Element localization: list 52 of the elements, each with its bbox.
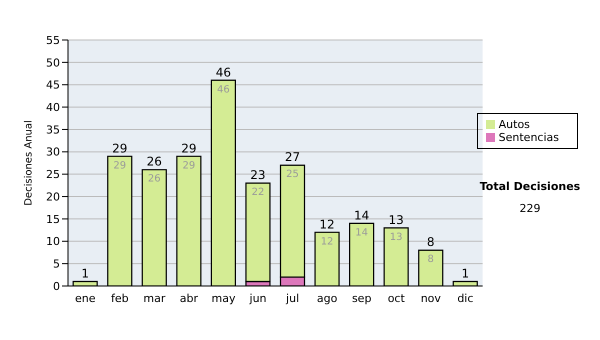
y-tick-label: 5 <box>53 258 60 271</box>
y-tick-label: 35 <box>46 123 60 136</box>
x-tick-label: ago <box>316 292 338 305</box>
y-tick-label: 50 <box>46 56 60 70</box>
x-tick-label: oct <box>388 292 406 305</box>
text: 229 <box>518 202 542 215</box>
legend-label: Sentencias <box>498 131 559 144</box>
x-tick-label: jun <box>248 292 267 305</box>
x-tick-label: may <box>212 292 236 305</box>
x-tick-label: dic <box>457 292 474 305</box>
data-label: 46 <box>217 84 230 96</box>
y-axis-title: Decisiones Anual <box>24 120 35 206</box>
y-tick-label: 20 <box>46 190 60 204</box>
x-tick-label: nov <box>420 292 442 305</box>
total-label: 29 <box>112 141 128 156</box>
annotation: Total Decisiones <box>478 180 582 193</box>
total-label: 13 <box>388 212 404 227</box>
y-tick-label: 25 <box>46 168 60 182</box>
total-label: 8 <box>426 235 435 250</box>
y-tick-label: 10 <box>46 235 60 248</box>
data-label: 29 <box>113 160 126 172</box>
x-tick-label: feb <box>111 292 129 305</box>
legend-label: Autos <box>498 118 530 131</box>
total-label: 12 <box>319 217 335 232</box>
total-label: 1 <box>461 266 470 281</box>
total-label: 27 <box>284 150 300 164</box>
data-label: 12 <box>320 236 334 248</box>
x-tick-label: ene <box>75 292 96 305</box>
bar <box>245 182 271 282</box>
x-tick-label: jul <box>285 292 300 305</box>
x-tick-label: abr <box>180 292 199 305</box>
data-label: 13 <box>390 232 403 243</box>
data-label: 29 <box>182 160 196 172</box>
y-tick-label: 15 <box>46 212 60 226</box>
y-tick-label: 30 <box>46 146 60 159</box>
total-label: 46 <box>216 65 232 80</box>
y-tick-label: 55 <box>46 34 60 47</box>
data-label: 22 <box>252 187 264 198</box>
data-label: 8 <box>428 254 434 266</box>
x-tick-label: mar <box>143 292 166 305</box>
data-label: 25 <box>286 169 299 180</box>
total-label: 26 <box>146 154 162 169</box>
y-tick-label: 45 <box>46 78 60 92</box>
x-tick-label: sep <box>352 292 372 305</box>
total-label: 1 <box>81 266 90 281</box>
total-label: 29 <box>181 141 196 156</box>
y-tick-label: 40 <box>46 100 60 114</box>
data-label: 14 <box>355 227 368 238</box>
y-tick-label: 0 <box>53 280 60 293</box>
total-label: 23 <box>250 168 266 182</box>
data-label: 26 <box>148 174 161 185</box>
total-label: 14 <box>354 208 370 222</box>
